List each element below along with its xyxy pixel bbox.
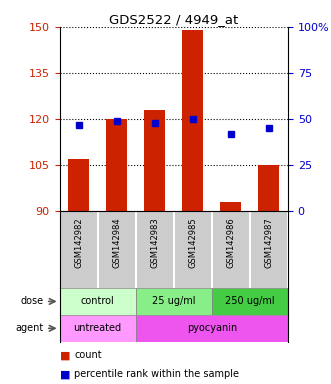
Bar: [106, 119, 127, 211]
Bar: [136, 315, 288, 342]
Text: ■: ■: [60, 350, 70, 360]
Bar: [60, 288, 136, 315]
Text: GSM142983: GSM142983: [150, 217, 159, 268]
Bar: [136, 288, 212, 315]
Bar: [259, 165, 279, 211]
Text: percentile rank within the sample: percentile rank within the sample: [74, 369, 239, 379]
Text: 25 ug/ml: 25 ug/ml: [152, 296, 196, 306]
Text: GSM142986: GSM142986: [226, 217, 235, 268]
Text: ■: ■: [60, 369, 70, 379]
Text: GSM142985: GSM142985: [188, 217, 197, 268]
Text: count: count: [74, 350, 102, 360]
Text: 250 ug/ml: 250 ug/ml: [225, 296, 275, 306]
Text: agent: agent: [15, 323, 44, 333]
Bar: [182, 30, 203, 211]
Text: GSM142984: GSM142984: [112, 217, 121, 268]
Bar: [68, 159, 89, 211]
Title: GDS2522 / 4949_at: GDS2522 / 4949_at: [109, 13, 238, 26]
Bar: [212, 288, 288, 315]
Bar: [220, 202, 241, 211]
Bar: [60, 315, 136, 342]
Text: GSM142987: GSM142987: [264, 217, 273, 268]
Text: untreated: untreated: [73, 323, 122, 333]
Text: control: control: [81, 296, 115, 306]
Text: pyocyanin: pyocyanin: [187, 323, 237, 333]
Text: dose: dose: [21, 296, 44, 306]
Bar: [144, 110, 165, 211]
Text: GSM142982: GSM142982: [74, 217, 83, 268]
